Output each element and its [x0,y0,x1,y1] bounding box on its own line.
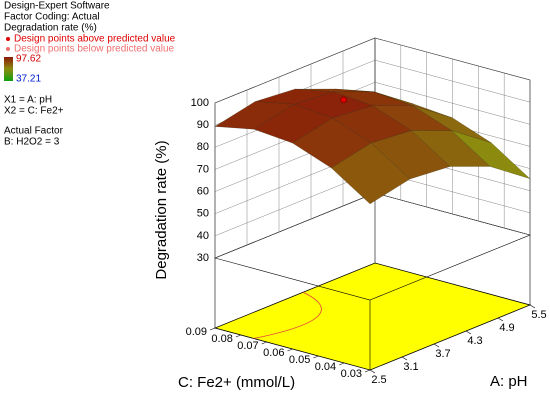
z-tick-label: 50 [197,208,209,220]
y-axis-label: C: Fe2+ (mmol/L) [178,374,295,391]
tick-mark [401,356,408,361]
x-axis-label: A: pH [490,373,528,390]
y-tick-label: 0.05 [289,354,310,366]
surface-cell [330,142,411,205]
x-tick-label: 2.5 [371,374,386,386]
contour [253,291,322,339]
tick-mark [497,317,504,322]
factor: X1 = A: pH [4,95,52,106]
coding: Factor Coding: Actual [4,12,100,23]
z-tick-label: 70 [197,163,209,175]
plot: 30 40 50 60 70 80 90 100 2.5 3.1 3.7 4.3 4.9 5.5 0.03 0… [186,37,547,386]
grid-line [214,192,531,259]
x-tick-label: 3.1 [403,361,418,373]
tick-mark [364,369,371,373]
tick-mark [235,334,241,338]
z-tick-label: 40 [197,230,209,242]
y-tick-label: 0.04 [315,361,336,373]
legend-marker [6,37,10,41]
z-tick-label: 100 [191,97,209,109]
y-tick-label: 0.03 [341,368,362,380]
z-tick-label: 60 [197,185,209,197]
colorbar [4,57,13,81]
tick-mark [261,341,267,345]
tick-mark [529,304,536,309]
tick-mark [313,355,319,359]
design-point [340,96,347,104]
legend: Design-Expert Software Factor Coding: Ac… [4,1,176,148]
tick-mark [287,348,293,352]
software: Design-Expert Software [4,1,110,12]
tick-mark [369,369,376,374]
tick-mark [465,330,472,335]
response: Degradation rate (%) [4,23,97,34]
z-tick-label: 80 [197,141,209,153]
y-tick-label: 0.09 [186,326,207,338]
z-tick-label: 90 [197,119,209,131]
colorbar-min: 37.21 [16,74,41,85]
legend-marker [6,47,10,51]
z-tick-label: 30 [197,252,209,264]
x-tick-label: 4.9 [499,322,514,334]
y-tick-label: 0.08 [211,333,232,345]
tick-mark [433,343,440,348]
x-tick-label: 5.5 [531,309,546,321]
legend-entry: Design points below predicted value [14,44,175,55]
y-tick-label: 0.07 [237,340,258,352]
tick-mark [339,362,345,366]
legend-entry: Design points above predicted value [14,34,176,45]
actual-factor-title: Actual Factor [4,126,64,137]
x-tick-label: 4.3 [467,335,482,347]
y-tick-label: 0.06 [263,347,284,359]
x-tick-label: 3.7 [435,348,450,360]
z-axis-label: Degradation rate (%) [153,140,170,279]
tick-mark [209,327,216,331]
actual-factor: B: H2O2 = 3 [4,137,60,148]
factor: X2 = C: Fe2+ [4,106,64,117]
colorbar-max: 97.62 [16,54,41,65]
